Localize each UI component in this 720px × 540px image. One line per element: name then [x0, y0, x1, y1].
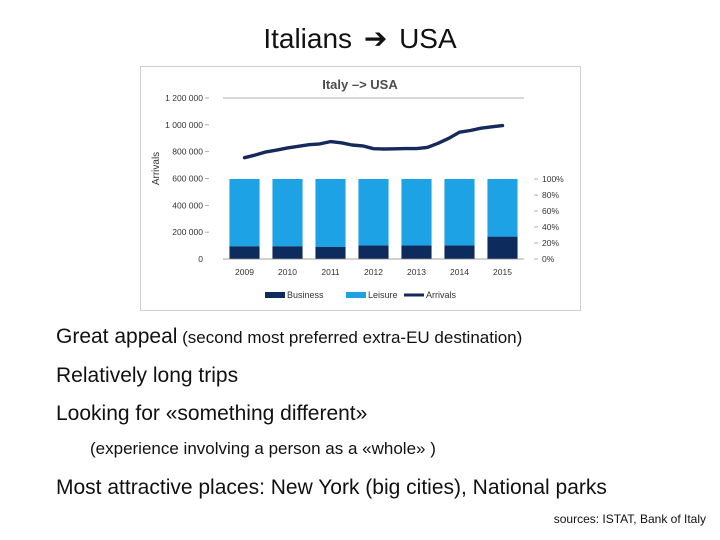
bar-leisure-2012 [358, 179, 389, 246]
y-tick-label: 0 [198, 254, 203, 264]
chart-panel: Italy –> USA Arrivals 0 200 000 400 000 600 0… [140, 66, 581, 311]
bullet-appeal: Great appeal (second most preferred extr… [56, 318, 706, 357]
bar-leisure-2009 [229, 179, 260, 247]
source-note: sources: ISTAT, Bank of Italy [553, 512, 706, 526]
bullet-something-different-text: Looking for «something different» [56, 402, 368, 425]
legend-label-arrivals: Arrivals [426, 290, 457, 300]
legend-label-business: Business [287, 290, 324, 300]
y-tick-label: 600 000 [172, 174, 203, 184]
bullet-attractive-places: Most attractive places: New York (big ci… [56, 476, 607, 499]
x-tick-label: 2013 [407, 267, 426, 277]
arrow-right-icon: ➔ [363, 23, 388, 54]
y-tick-label: 1 000 000 [165, 120, 203, 130]
y2-tick-label: 80% [542, 190, 559, 200]
bullet-long-trips: Relatively long trips [56, 357, 706, 395]
y-axis-label: Arrivals [151, 152, 162, 185]
legend-swatch-leisure [346, 292, 366, 298]
arrivals-chart: Italy –> USA Arrivals 0 200 000 400 000 600 0… [151, 77, 564, 300]
bar-leisure-2011 [315, 179, 346, 247]
title-origin: Italians [263, 23, 353, 54]
x-tick-label: 2009 [235, 267, 254, 277]
x-tick-label: 2011 [321, 267, 340, 277]
bar-business-2009 [229, 246, 260, 259]
x-tick-label: 2012 [364, 267, 383, 277]
x-tick-label: 2014 [450, 267, 469, 277]
x-tick-label: 2015 [493, 267, 512, 277]
bar-business-2012 [358, 245, 389, 259]
bar-business-2013 [401, 245, 432, 259]
bar-business-2015 [487, 236, 518, 259]
bullet-long-trips-text: Relatively long trips [56, 364, 239, 387]
y-tick-label: 800 000 [172, 147, 203, 157]
bar-leisure-2014 [444, 179, 475, 246]
legend-label-leisure: Leisure [368, 290, 398, 300]
chart-title: Italy –> USA [322, 77, 398, 92]
y-tick-label: 200 000 [172, 227, 203, 237]
bar-business-2010 [272, 246, 303, 259]
bullet-list: Great appeal (second most preferred extr… [56, 318, 706, 507]
bar-leisure-2015 [487, 179, 518, 237]
bullet-appeal-main: Great appeal [56, 325, 178, 348]
legend-swatch-business [265, 292, 285, 298]
bullet-appeal-note: (second most preferred extra-EU destinat… [177, 328, 523, 347]
bar-business-2014 [444, 245, 475, 259]
slide-title: Italians ➔ USA [0, 22, 720, 55]
y2-tick-label: 100% [542, 174, 564, 184]
sub-bullet-experience: (experience involving a person as a «who… [90, 439, 436, 458]
bar-leisure-2010 [272, 179, 303, 247]
bar-leisure-2013 [401, 179, 432, 246]
y2-tick-label: 60% [542, 206, 559, 216]
x-tick-label: 2010 [278, 267, 297, 277]
y2-tick-label: 0% [542, 254, 555, 264]
y2-tick-label: 20% [542, 238, 559, 248]
y2-tick-label: 40% [542, 222, 559, 232]
y-tick-label: 400 000 [172, 200, 203, 210]
y-tick-label: 1 200 000 [165, 93, 203, 103]
title-destination: USA [399, 23, 457, 54]
bar-business-2011 [315, 247, 346, 259]
bullet-something-different: Looking for «something different» [56, 395, 706, 433]
arrivals-line [242, 123, 505, 160]
